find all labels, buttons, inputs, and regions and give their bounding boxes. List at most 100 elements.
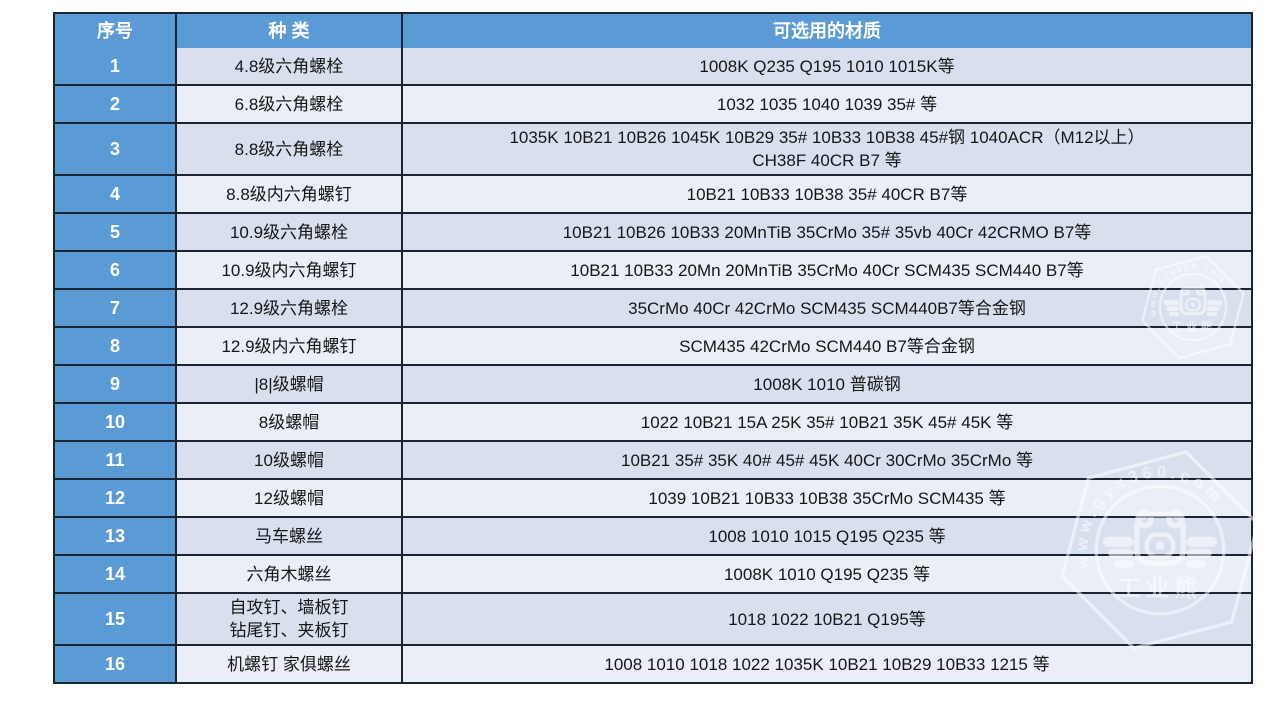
row-materials-value: 1008K 1010 普碳钢 <box>753 374 901 394</box>
row-number-cell: 5 <box>55 214 175 250</box>
row-type-value: 马车螺丝 <box>255 526 323 546</box>
row-materials-value: 1022 10B21 15A 25K 35# 10B21 35K 45# 45K… <box>640 412 1014 432</box>
table-row: 2 6.8级六角螺栓 1032 1035 1040 1039 35# 等 <box>55 84 1251 122</box>
row-materials-value: 1008K Q235 Q195 1010 1015K等 <box>699 56 955 76</box>
row-materials-value: 10B21 35# 35K 40# 45# 45K 40Cr 30CrMo 35… <box>620 450 1034 470</box>
header-cell-type: 种 类 <box>175 14 401 48</box>
table-row: 13 马车螺丝 1008 1010 1015 Q195 Q235 等 <box>55 516 1251 554</box>
row-materials-cell: 1008 1010 1015 Q195 Q235 等 <box>401 518 1251 554</box>
row-number-cell: 14 <box>55 556 175 592</box>
table-row: 16 机螺钉 家俱螺丝 1008 1010 1018 1022 1035K 10… <box>55 644 1251 682</box>
row-materials-cell: 1035K 10B21 10B26 1045K 10B29 35# 10B33 … <box>401 124 1251 174</box>
row-number-cell: 7 <box>55 290 175 326</box>
row-type-value: 8级螺帽 <box>258 412 320 432</box>
row-type-cell: 8.8级内六角螺钉 <box>175 176 401 212</box>
row-number-cell: 16 <box>55 646 175 682</box>
row-number-cell: 9 <box>55 366 175 402</box>
row-materials-cell: 10B21 10B33 20Mn 20MnTiB 35CrMo 40Cr SCM… <box>401 252 1251 288</box>
row-materials-value: 1018 1022 10B21 Q195等 <box>728 609 926 629</box>
row-type-cell: 六角木螺丝 <box>175 556 401 592</box>
table-row: 5 10.9级六角螺栓 10B21 10B26 10B33 20MnTiB 35… <box>55 212 1251 250</box>
row-materials-cell: 1032 1035 1040 1039 35# 等 <box>401 86 1251 122</box>
row-type-cell: 8.8级六角螺栓 <box>175 124 401 174</box>
row-type-cell: 自攻钉、墙板钉 钻尾钉、夹板钉 <box>175 594 401 644</box>
row-materials-cell: 1018 1022 10B21 Q195等 <box>401 594 1251 644</box>
row-type-cell: 马车螺丝 <box>175 518 401 554</box>
header-cell-materials: 可选用的材质 <box>401 14 1251 48</box>
row-number-value: 16 <box>104 653 126 674</box>
row-materials-value: 1008 1010 1018 1022 1035K 10B21 10B29 10… <box>604 654 1050 674</box>
row-materials-value: 35CrMo 40Cr 42CrMo SCM435 SCM440B7等合金钢 <box>628 298 1026 318</box>
row-type-cell: 6.8级六角螺栓 <box>175 86 401 122</box>
row-type-value: 6.8级六角螺栓 <box>234 94 344 114</box>
row-number-value: 6 <box>109 259 120 280</box>
row-materials-cell: 10B21 35# 35K 40# 45# 45K 40Cr 30CrMo 35… <box>401 442 1251 478</box>
row-type-value: |8|级螺帽 <box>254 374 324 394</box>
row-type-cell: 10级螺帽 <box>175 442 401 478</box>
row-number-value: 4 <box>109 183 120 204</box>
row-type-cell: |8|级螺帽 <box>175 366 401 402</box>
row-type-value: 4.8级六角螺栓 <box>234 56 344 76</box>
row-type-value: 12级螺帽 <box>254 488 324 508</box>
table-row: 7 12.9级六角螺栓 35CrMo 40Cr 42CrMo SCM435 SC… <box>55 288 1251 326</box>
row-number-value: 5 <box>109 221 120 242</box>
row-number-value: 7 <box>109 297 120 318</box>
row-materials-cell: 1022 10B21 15A 25K 35# 10B21 35K 45# 45K… <box>401 404 1251 440</box>
row-materials-cell: 1008K 1010 Q195 Q235 等 <box>401 556 1251 592</box>
header-number-label: 序号 <box>97 20 133 41</box>
row-type-cell: 12.9级内六角螺钉 <box>175 328 401 364</box>
row-number-value: 14 <box>104 563 126 584</box>
row-type-cell: 12级螺帽 <box>175 480 401 516</box>
row-materials-value: 1008K 1010 Q195 Q235 等 <box>723 564 931 584</box>
row-number-cell: 2 <box>55 86 175 122</box>
materials-table: 序号 种 类 可选用的材质 1 4.8级六角螺栓 1008K Q235 Q195… <box>53 12 1253 684</box>
row-number-cell: 13 <box>55 518 175 554</box>
table-row: 8 12.9级内六角螺钉 SCM435 42CrMo SCM440 B7等合金钢 <box>55 326 1251 364</box>
table-header-row: 序号 种 类 可选用的材质 <box>55 14 1251 48</box>
row-number-value: 15 <box>104 608 126 629</box>
row-materials-value: 10B21 10B26 10B33 20MnTiB 35CrMo 35# 35v… <box>562 222 1092 242</box>
row-number-value: 3 <box>109 138 120 159</box>
row-materials-cell: 1008K Q235 Q195 1010 1015K等 <box>401 48 1251 84</box>
row-type-cell: 10.9级六角螺栓 <box>175 214 401 250</box>
row-materials-cell: 35CrMo 40Cr 42CrMo SCM435 SCM440B7等合金钢 <box>401 290 1251 326</box>
header-cell-number: 序号 <box>55 14 175 48</box>
row-materials-value: 10B21 10B33 10B38 35# 40CR B7等 <box>686 184 968 204</box>
row-number-value: 12 <box>104 487 126 508</box>
row-type-cell: 10.9级内六角螺钉 <box>175 252 401 288</box>
table-body: 1 4.8级六角螺栓 1008K Q235 Q195 1010 1015K等 2… <box>55 48 1251 682</box>
row-type-cell: 机螺钉 家俱螺丝 <box>175 646 401 682</box>
row-materials-cell: SCM435 42CrMo SCM440 B7等合金钢 <box>401 328 1251 364</box>
row-number-cell: 3 <box>55 124 175 174</box>
row-type-value: 8.8级六角螺栓 <box>234 139 344 159</box>
row-type-cell: 12.9级六角螺栓 <box>175 290 401 326</box>
row-number-cell: 6 <box>55 252 175 288</box>
row-number-value: 13 <box>104 525 126 546</box>
row-type-value: 8.8级内六角螺钉 <box>226 184 352 204</box>
row-number-cell: 11 <box>55 442 175 478</box>
row-materials-value: 1039 10B21 10B33 10B38 35CrMo SCM435 等 <box>648 488 1006 508</box>
table-row: 12 12级螺帽 1039 10B21 10B33 10B38 35CrMo S… <box>55 478 1251 516</box>
table-row: 11 10级螺帽 10B21 35# 35K 40# 45# 45K 40Cr … <box>55 440 1251 478</box>
row-materials-value: 10B21 10B33 20Mn 20MnTiB 35CrMo 40Cr SCM… <box>570 260 1084 280</box>
row-number-cell: 10 <box>55 404 175 440</box>
header-materials-label: 可选用的材质 <box>773 20 881 41</box>
row-number-cell: 15 <box>55 594 175 644</box>
row-number-value: 10 <box>104 411 126 432</box>
table-row: 6 10.9级内六角螺钉 10B21 10B33 20Mn 20MnTiB 35… <box>55 250 1251 288</box>
row-materials-cell: 1008K 1010 普碳钢 <box>401 366 1251 402</box>
row-type-cell: 4.8级六角螺栓 <box>175 48 401 84</box>
row-materials-cell: 1008 1010 1018 1022 1035K 10B21 10B29 10… <box>401 646 1251 682</box>
row-type-value: 10.9级内六角螺钉 <box>221 260 357 280</box>
row-number-value: 11 <box>105 449 125 470</box>
header-type-label: 种 类 <box>268 20 310 41</box>
row-materials-value: 1032 1035 1040 1039 35# 等 <box>716 94 938 114</box>
table-row: 9 |8|级螺帽 1008K 1010 普碳钢 <box>55 364 1251 402</box>
row-type-value: 自攻钉、墙板钉 钻尾钉、夹板钉 <box>229 598 349 640</box>
row-materials-cell: 1039 10B21 10B33 10B38 35CrMo SCM435 等 <box>401 480 1251 516</box>
row-type-value: 10级螺帽 <box>254 450 324 470</box>
row-type-cell: 8级螺帽 <box>175 404 401 440</box>
table-row: 4 8.8级内六角螺钉 10B21 10B33 10B38 35# 40CR B… <box>55 174 1251 212</box>
row-number-cell: 4 <box>55 176 175 212</box>
table-row: 10 8级螺帽 1022 10B21 15A 25K 35# 10B21 35K… <box>55 402 1251 440</box>
